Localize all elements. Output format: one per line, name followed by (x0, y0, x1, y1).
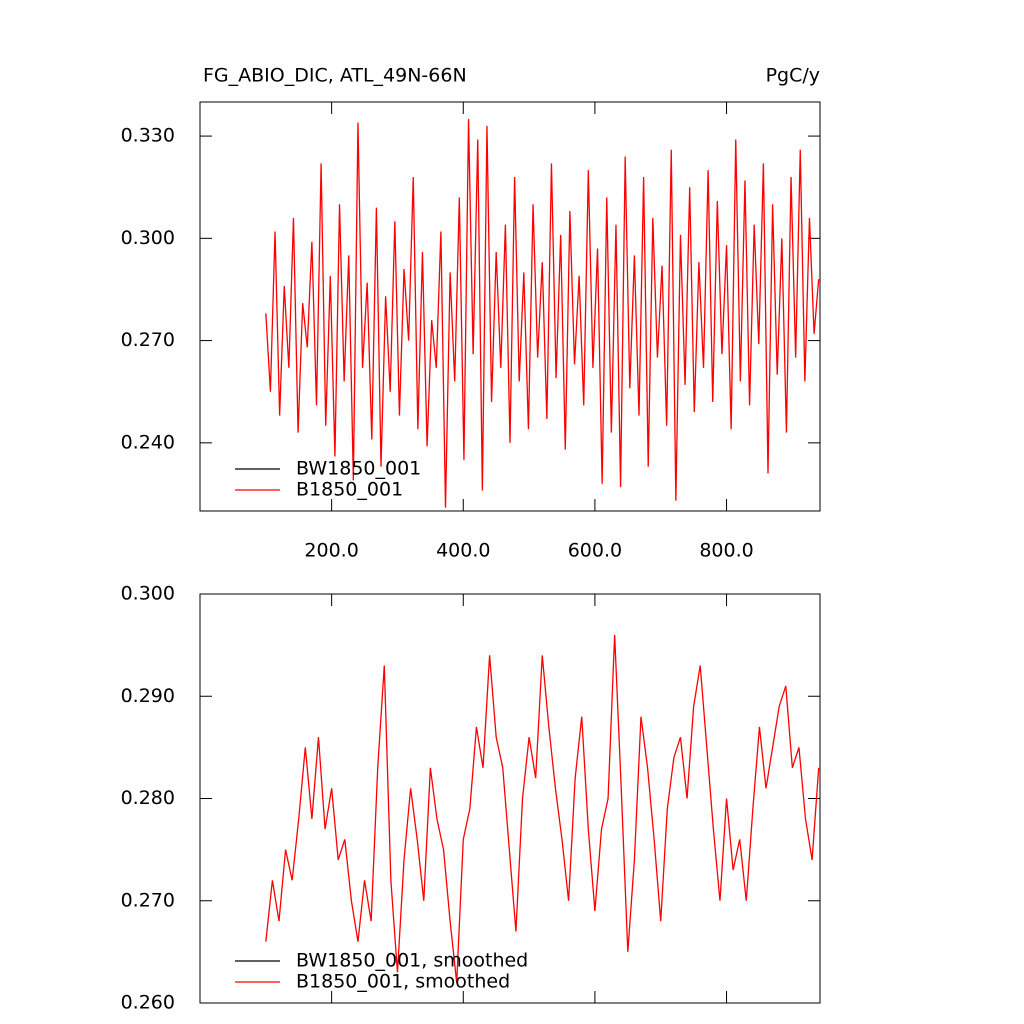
y-tick-label: 0.280 (121, 787, 175, 809)
y-tick-label: 0.240 (121, 431, 175, 453)
x-tick-label: 800.0 (699, 540, 753, 562)
x-tick-label: 200.0 (304, 540, 358, 562)
y-tick-label: 0.300 (121, 227, 175, 249)
y-tick-label: 0.260 (121, 992, 175, 1014)
units-label: PgC/y (766, 65, 820, 87)
y-tick-label: 0.290 (121, 685, 175, 707)
plot-frame (199, 101, 821, 512)
legend-label: BW1850_001, smoothed (296, 950, 528, 972)
y-tick-label: 0.330 (121, 125, 175, 147)
chart-title: FG_ABIO_DIC, ATL_49N-66N (203, 65, 467, 87)
legend-label: B1850_001, smoothed (296, 971, 510, 993)
y-tick-label: 0.300 (121, 583, 175, 605)
legend-label: B1850_001 (296, 479, 403, 501)
x-tick-label: 600.0 (568, 540, 622, 562)
y-tick-label: 0.270 (121, 329, 175, 351)
data-line (265, 119, 820, 508)
legend-label: BW1850_001 (296, 458, 421, 480)
y-tick-label: 0.270 (121, 889, 175, 911)
data-line (265, 634, 820, 983)
x-tick-label: 400.0 (436, 540, 490, 562)
